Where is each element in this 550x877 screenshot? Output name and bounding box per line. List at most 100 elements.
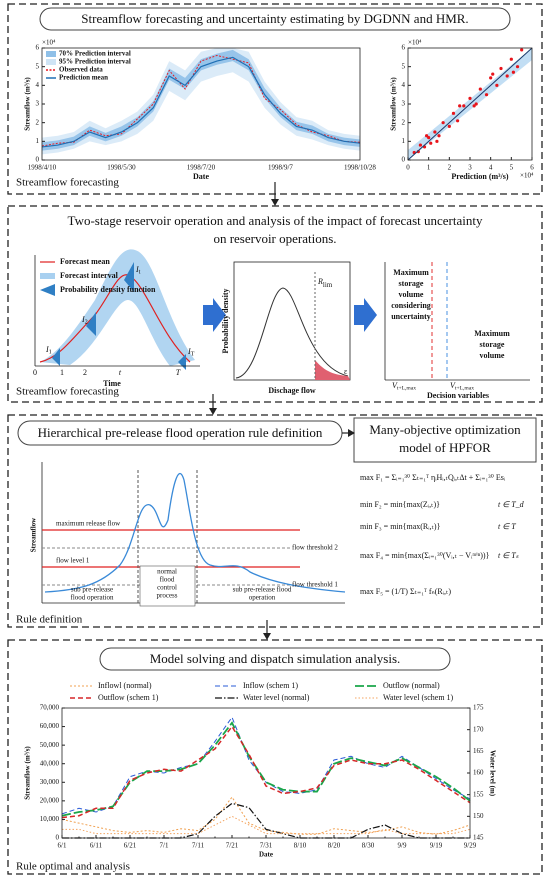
level-label: flow level 1 <box>56 557 90 565</box>
connector <box>348 429 355 437</box>
scatter-point <box>451 111 456 115</box>
scatter-point <box>484 93 489 97</box>
y-tick-label: 6 <box>36 44 40 52</box>
time-tick: 2 <box>83 368 87 377</box>
point-label: It <box>135 265 141 276</box>
x-axis-label: Date <box>193 172 209 181</box>
caption: Rule definition <box>16 614 83 626</box>
subscript: 2 <box>85 319 88 326</box>
storage-label: storage <box>480 340 505 349</box>
multiplier: ×10⁴ <box>42 39 56 47</box>
multiplier: ×10⁴ <box>520 172 534 180</box>
objective-domain: t ∈ T <box>498 522 516 531</box>
scatter-point <box>468 96 472 100</box>
subscript: T <box>191 351 195 358</box>
scatter-point <box>437 134 441 138</box>
x-tick-label: 1998/4/10 <box>28 164 57 172</box>
scatter-point <box>427 136 431 140</box>
threshold-label: Rlim <box>317 277 333 289</box>
phase-label: sub pre-release <box>71 586 113 594</box>
scatter-point <box>441 121 445 125</box>
y2-tick-label: 145 <box>473 834 484 842</box>
scatter-point <box>499 66 503 71</box>
y-tick-label: 70,000 <box>40 704 60 712</box>
x-tick-label: 9/9 <box>398 842 407 850</box>
x-tick-label: 9/19 <box>430 842 443 850</box>
subscript: t <box>139 269 141 276</box>
title-box <box>353 417 537 463</box>
objective-formula: max F₁ = Σᵢ₌₁³⁰ Σₜ₌₁ᵀ ηᵢHᵢ,ₜQᵢ,ₜΔt + Σᵢ₌… <box>360 473 506 482</box>
symbol: I <box>81 315 85 324</box>
series-line <box>61 796 471 835</box>
title-pill <box>39 7 511 31</box>
density-schematic <box>233 261 351 381</box>
storage-label: Maximum <box>474 329 510 338</box>
objective-domain: t ∈ Tₛ <box>498 551 520 560</box>
scatter-point <box>478 87 482 91</box>
symbol: V <box>392 381 398 390</box>
x-tick-label: 1998/7/20 <box>187 164 216 172</box>
storage-label: volume <box>399 290 424 299</box>
volume-label: Vt+L,max <box>392 381 416 392</box>
plot-frame <box>61 707 471 839</box>
legend-swatch <box>46 59 56 65</box>
y-axis-label: Streamflow (m³/s) <box>24 746 32 800</box>
phase-label: operation <box>249 594 276 602</box>
y2-tick-label: 170 <box>473 725 484 733</box>
x-tick-label: 1998/5/30 <box>107 164 136 172</box>
x-tick-label: 6/1 <box>58 842 67 850</box>
scatter-point <box>418 143 422 147</box>
storage-label: volume <box>480 351 505 360</box>
x-axis-label: Prediction (m³/s) <box>451 172 508 181</box>
scatter-point <box>433 130 437 134</box>
level-label: maximum release flow <box>56 520 121 528</box>
volume-label: Vt+L,max <box>450 381 474 392</box>
series-line <box>61 716 471 815</box>
y-tick-label: 40,000 <box>40 759 60 767</box>
x-tick-label: 3 <box>468 164 472 172</box>
y-tick-label: 20,000 <box>40 796 60 804</box>
scatter-point <box>505 74 509 78</box>
objective-formula: max F₄ = min{max(Σᵢ₌₁³⁰(Vᵢ,ₜ − Vᵢᵐⁱⁿ))} <box>360 551 490 560</box>
phase-label: normal <box>157 568 177 576</box>
panel-title: on reservoir operations. <box>213 231 336 246</box>
symbol: V <box>450 381 456 390</box>
symbol: I <box>135 265 139 274</box>
time-tick: 1 <box>60 368 64 377</box>
scatter-point <box>491 72 495 76</box>
y-tick-label: 3 <box>36 100 40 108</box>
y-tick-label: 50,000 <box>40 741 60 749</box>
y-tick-label: 5 <box>402 62 406 70</box>
scatter-point <box>474 102 478 106</box>
y2-tick-label: 150 <box>473 812 484 820</box>
legend-label: Probability density function <box>60 285 156 294</box>
x-tick-label: 1998/9/7 <box>268 164 293 172</box>
x-tick-label: 4 <box>489 164 493 172</box>
x-tick-label: 1998/10/28 <box>344 164 376 172</box>
series-line <box>41 56 361 148</box>
y-tick-label: 4 <box>36 81 40 89</box>
subscript: t+L,max <box>397 386 416 392</box>
forecast-schematic <box>34 249 377 370</box>
axis-label: Probability density <box>221 289 230 354</box>
y2-tick-label: 155 <box>473 790 484 798</box>
y-tick-label: 30,000 <box>40 778 60 786</box>
y-axis-label: Streamflow (m³/s) <box>24 77 32 131</box>
x-tick-label: 7/1 <box>160 842 169 850</box>
y-axis-label: Streamflow (m³/s) <box>390 77 398 131</box>
y-tick-label: 0 <box>36 156 40 164</box>
y-tick-label: 3 <box>402 100 406 108</box>
x-tick-label: 1 <box>427 164 431 172</box>
y2-tick-label: 165 <box>473 747 484 755</box>
objective-domain: t ∈ T_d <box>498 500 525 509</box>
x-tick-label: 2 <box>448 164 452 172</box>
panel-title: model of HPFOR <box>399 440 491 455</box>
scatter-point <box>458 104 462 108</box>
x-tick-label: 6/21 <box>124 842 137 850</box>
axis-label: Decision variables <box>427 391 489 400</box>
x-tick-label: 7/31 <box>260 842 273 850</box>
scatter-point <box>425 134 429 138</box>
panel-frame <box>7 414 543 628</box>
legend-swatch <box>46 51 56 57</box>
scatter-point <box>462 104 466 108</box>
